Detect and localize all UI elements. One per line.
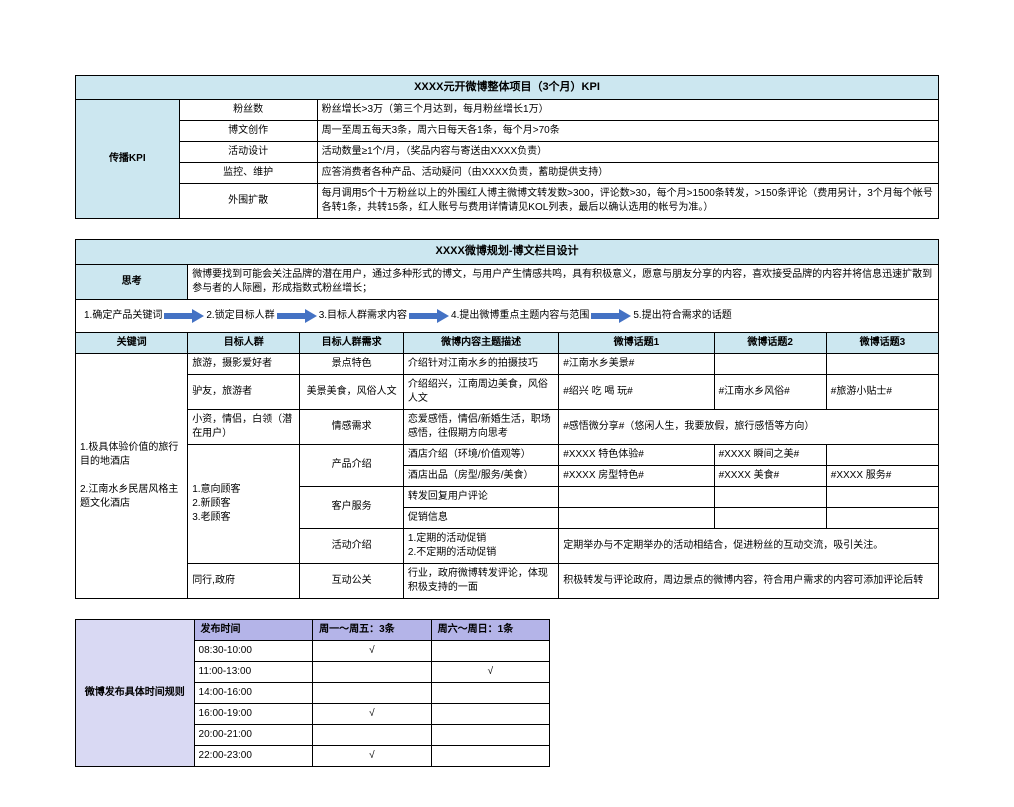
kpi-title: XXXX元开微博整体项目（3个月）KPI	[76, 76, 939, 100]
sb-1: √	[431, 661, 550, 682]
r2-nx: 美景美食，风俗人文	[300, 374, 404, 409]
kpi-val-2: 活动数量≥1个/月，（奖品内容与寄送由XXXX负责）	[317, 142, 938, 163]
sa-0: √	[313, 640, 432, 661]
r1-t1: #江南水乡美景#	[559, 353, 714, 374]
step-3: 3.目标人群需求内容	[319, 309, 407, 323]
r4-nx: 产品介绍	[300, 444, 404, 486]
ph-2: 目标人群需求	[300, 332, 404, 353]
schedule-rowhead: 微博发布具体时间规则	[76, 619, 195, 766]
r6-desc: 转发回复用户评论	[403, 486, 558, 507]
r9-nx: 互动公关	[300, 563, 404, 598]
ph-0: 关键词	[76, 332, 188, 353]
r3-nx: 情感需求	[300, 409, 404, 444]
plan-table: XXXX微博规划-博文栏目设计 思考 微博要找到可能会关注品牌的潜在用户，通过多…	[75, 239, 939, 598]
arrow-icon	[591, 310, 631, 322]
step-2: 2.锁定目标人群	[206, 309, 274, 323]
sb-5	[431, 745, 550, 766]
r4-t1: #XXXX 特色体验#	[559, 444, 714, 465]
kpi-val-3: 应答消费者各种产品、活动疑问（由XXXX负责，蓄助提供支持）	[317, 163, 938, 184]
sb-2	[431, 682, 550, 703]
r8-desc: 1.定期的活动促销 2.不定期的活动促销	[403, 528, 558, 563]
sa-2	[313, 682, 432, 703]
st-1: 11:00-13:00	[194, 661, 313, 682]
r8-t1: 定期举办与不定期举办的活动相结合，促进粉丝的互动交流，吸引关注。	[559, 528, 939, 563]
st-2: 14:00-16:00	[194, 682, 313, 703]
r2-t2: #江南水乡风俗#	[714, 374, 826, 409]
r9-t1: 积极转发与评论政府，周边景点的微博内容，符合用户需求的内容可添加评论后转	[559, 563, 939, 598]
kpi-label-1: 博文创作	[179, 121, 317, 142]
sa-3: √	[313, 703, 432, 724]
r4-desc: 酒店介绍（环境/价值观等）	[403, 444, 558, 465]
r2-desc: 介绍绍兴，江南周边美食，风俗人文	[403, 374, 558, 409]
r2-t3: #旅游小贴士#	[826, 374, 938, 409]
flow-row: 1.确定产品关键词 2.锁定目标人群 3.目标人群需求内容 4.提出微博重点主题…	[76, 299, 939, 332]
kpi-label-2: 活动设计	[179, 142, 317, 163]
r1-nx: 景点特色	[300, 353, 404, 374]
sb-4	[431, 724, 550, 745]
r4-tg: 1.意向顾客 2.新顾客 3.老顾客	[188, 444, 300, 563]
ph-1: 目标人群	[188, 332, 300, 353]
kpi-val-1: 周一至周五每天3条，周六日每天各1条，每个月>70条	[317, 121, 938, 142]
r7-desc: 促销信息	[403, 507, 558, 528]
st-5: 22:00-23:00	[194, 745, 313, 766]
r5-t1: #XXXX 房型特色#	[559, 465, 714, 486]
sa-5: √	[313, 745, 432, 766]
plan-title: XXXX微博规划-博文栏目设计	[76, 240, 939, 264]
r2-t1: #绍兴 吃 喝 玩#	[559, 374, 714, 409]
ph-4: 微博话题1	[559, 332, 714, 353]
r1-tg: 旅游，摄影爱好者	[188, 353, 300, 374]
st-0: 08:30-10:00	[194, 640, 313, 661]
kpi-val-0: 粉丝增长>3万（第三个月达到，每月粉丝增长1万）	[317, 100, 938, 121]
r1-desc: 介绍针对江南水乡的拍摄技巧	[403, 353, 558, 374]
think-text: 微博要找到可能会关注品牌的潜在用户，通过多种形式的博文，与用户产生情感共鸣，具有…	[188, 264, 939, 299]
ph-3: 微博内容主题描述	[403, 332, 558, 353]
r2-tg: 驴友，旅游者	[188, 374, 300, 409]
ph-6: 微博话题3	[826, 332, 938, 353]
sh-2: 周六～周日：1条	[431, 619, 550, 640]
sh-1: 周一～周五：3条	[313, 619, 432, 640]
kpi-label-4: 外围扩散	[179, 184, 317, 219]
step-1: 1.确定产品关键词	[84, 309, 162, 323]
sa-4	[313, 724, 432, 745]
r4-t2: #XXXX 瞬间之美#	[714, 444, 826, 465]
r5-t2: #XXXX 美食#	[714, 465, 826, 486]
r8-nx: 活动介绍	[300, 528, 404, 563]
keyword-cell: 1.极具体验价值的旅行目的地酒店 2.江南水乡民居风格主题文化酒店	[76, 353, 188, 598]
arrow-icon	[277, 310, 317, 322]
sb-0	[431, 640, 550, 661]
r9-tg: 同行,政府	[188, 563, 300, 598]
sb-3	[431, 703, 550, 724]
ph-5: 微博话题2	[714, 332, 826, 353]
r5-desc: 酒店出品（房型/服务/美食）	[403, 465, 558, 486]
kpi-table: XXXX元开微博整体项目（3个月）KPI 传播KPI 粉丝数 粉丝增长>3万（第…	[75, 75, 939, 219]
kpi-rowhead: 传播KPI	[76, 100, 180, 219]
schedule-table: 微博发布具体时间规则 发布时间 周一～周五：3条 周六～周日：1条 08:30-…	[75, 619, 550, 767]
r3-t1: #感悟微分享#（悠闲人生，我要放假，旅行感悟等方向）	[559, 409, 939, 444]
r9-desc: 行业，政府微博转发评论，体现积极支持的一面	[403, 563, 558, 598]
kpi-val-4: 每月调用5个十万粉丝以上的外围红人博主微博文转发数>300，评论数>30，每个月…	[317, 184, 938, 219]
kpi-label-0: 粉丝数	[179, 100, 317, 121]
arrow-icon	[164, 310, 204, 322]
r3-desc: 恋爱感悟，情侣/新婚生活，职场感悟，往假期方向思考	[403, 409, 558, 444]
r6-nx: 客户服务	[300, 486, 404, 528]
st-3: 16:00-19:00	[194, 703, 313, 724]
st-4: 20:00-21:00	[194, 724, 313, 745]
kpi-label-3: 监控、维护	[179, 163, 317, 184]
step-4: 4.提出微博重点主题内容与范围	[451, 309, 589, 323]
think-label: 思考	[76, 264, 188, 299]
arrow-icon	[409, 310, 449, 322]
sa-1	[313, 661, 432, 682]
sh-0: 发布时间	[194, 619, 313, 640]
r3-tg: 小资，情侣，白领（潜在用户）	[188, 409, 300, 444]
r5-t3: #XXXX 服务#	[826, 465, 938, 486]
step-5: 5.提出符合需求的话题	[633, 309, 731, 323]
